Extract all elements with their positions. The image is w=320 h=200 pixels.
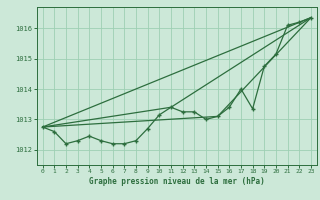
X-axis label: Graphe pression niveau de la mer (hPa): Graphe pression niveau de la mer (hPa): [89, 177, 265, 186]
